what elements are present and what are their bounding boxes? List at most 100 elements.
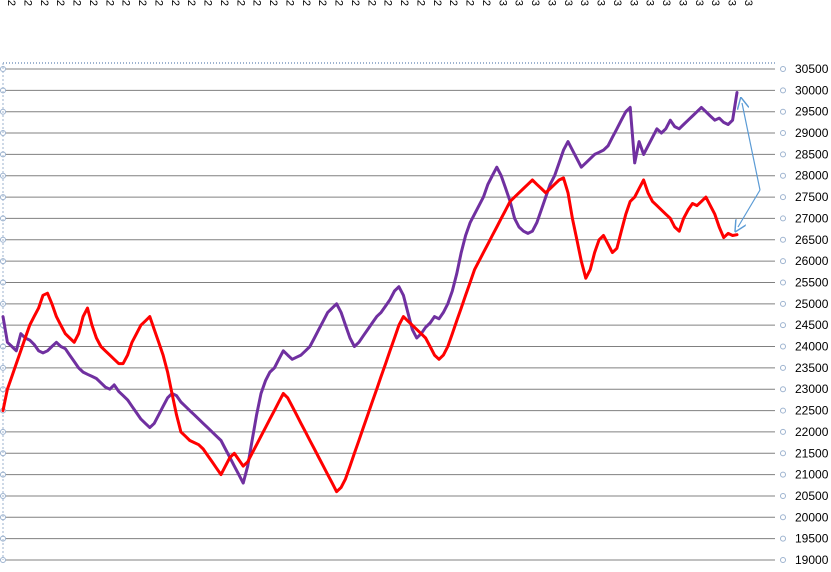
x-tick-label: 13/10/22 [365,0,377,6]
x-tick-label: 8/3/22 [5,0,17,6]
gridline-end-marker [780,471,786,478]
x-axis-labels: 8/3/22 17/3/22 28/3/22 6/4/22 19/4/22 28/4/22… [5,0,754,6]
x-tick-label: 21/12/22 [480,0,492,6]
x-tick-label: 22/11/22 [431,0,443,6]
x-tick-label: 12/5/23 [709,0,721,6]
y-tick-label: 26500 [795,233,829,247]
x-tick-label: 20/2/23 [578,0,590,6]
gridline-end-marker [780,428,786,435]
y-tick-label: 20000 [795,510,829,524]
gridline-end-marker [780,535,786,542]
gridline-end-marker [780,172,786,179]
series-layer [1,91,739,494]
x-tick-label: 20/1/23 [529,0,541,6]
gridline-end-marker [780,108,786,115]
x-tick-label: 6/7/22 [202,0,214,6]
x-tick-label: 5/9/22 [300,0,312,6]
y-tick-label: 25000 [795,297,829,311]
x-tick-label: 26/7/22 [234,0,246,6]
y-tick-label: 26000 [795,254,829,268]
gridlines [0,62,786,563]
gridline-end-marker [780,215,786,222]
x-tick-label: 24/10/22 [382,0,394,6]
annotation-arrow-down [738,189,761,227]
y-tick-label: 24500 [795,318,829,332]
y-tick-label: 30500 [795,62,829,76]
gridline-end-marker [780,557,786,563]
gridline-end-marker [780,236,786,243]
x-tick-label: 11/1/23 [513,0,525,6]
gridline-end-marker [780,300,786,307]
series-line-1 [1,91,739,485]
x-tick-label: 2/1/23 [496,0,508,6]
x-tick-label: 16/8/22 [267,0,279,6]
x-tick-label: 27/5/22 [136,0,148,6]
x-tick-label: 4/8/22 [251,0,263,6]
y-tick-label: 28500 [795,147,829,161]
x-tick-label: 6/4/22 [54,0,66,6]
gridline-end-marker [780,279,786,286]
annotation-arrow-up [742,103,761,191]
y-tick-label: 20500 [795,489,829,503]
y-tick-label: 25500 [795,275,829,289]
y-tick-label: 27000 [795,211,829,225]
x-tick-label: 7/6/22 [152,0,164,6]
gridline-end-marker [780,492,786,499]
x-tick-label: 12/4/23 [660,0,672,6]
x-tick-label: 28/4/22 [87,0,99,6]
y-tick-label: 19500 [795,532,829,546]
gridline-end-marker [780,258,786,265]
x-tick-label: 31/1/23 [545,0,557,6]
y-tick-label: 21500 [795,446,829,460]
x-tick-label: 15/7/22 [218,0,230,6]
x-tick-label: 21/4/23 [676,0,688,6]
x-tick-label: 28/3/22 [38,0,50,6]
series-line-2 [1,176,739,494]
x-tick-label: 17/3/22 [21,0,33,6]
y-tick-label: 22500 [795,404,829,418]
y-tick-label: 23000 [795,382,829,396]
x-tick-label: 19/4/22 [71,0,83,6]
y-tick-label: 19000 [795,553,829,567]
y-axis-labels: 30500 30000 29500 29000 28500 28000 27500 27000… [795,62,829,567]
x-tick-label: 11/11/22 [414,0,426,6]
x-tick-label: 1/12/22 [447,0,459,6]
y-tick-label: 29000 [795,126,829,140]
gridline-end-marker [780,386,786,393]
x-tick-label: 27/6/22 [185,0,197,6]
y-tick-label: 29500 [795,105,829,119]
y-tick-label: 27500 [795,190,829,204]
gridline-end-marker [780,450,786,457]
x-tick-label: 23/9/22 [333,0,345,6]
gridline-end-marker [780,66,786,72]
gridline-end-marker [780,364,786,371]
y-tick-label: 28000 [795,169,829,183]
y-tick-label: 30000 [795,83,829,97]
gridline-end-marker [780,194,786,201]
x-tick-label: 3/5/23 [693,0,705,6]
x-tick-label: 4/10/22 [349,0,361,6]
x-tick-label: 14/9/22 [316,0,328,6]
y-tick-label: 23500 [795,361,829,375]
x-tick-label: 2/11/22 [398,0,410,6]
x-tick-label: 10/3/23 [611,0,623,6]
x-tick-label: 18/5/22 [120,0,132,6]
x-tick-label: 1/6/23 [742,0,754,6]
y-tick-label: 21000 [795,468,829,482]
x-tick-label: 16/6/22 [169,0,181,6]
x-tick-label: 25/8/22 [283,0,295,6]
gridline-end-marker [780,87,786,94]
x-tick-label: 1/3/23 [595,0,607,6]
annotation-arrows [738,103,761,227]
gridline-end-marker [780,343,786,350]
gridline-end-marker [780,322,786,329]
x-tick-label: 9/5/22 [103,0,115,6]
gridline-end-marker [780,407,786,414]
gridline-end-marker [780,130,786,137]
x-tick-label: 9/2/23 [562,0,574,6]
y-tick-label: 22000 [795,425,829,439]
x-tick-label: 23/5/23 [726,0,738,6]
x-tick-label: 21/3/23 [627,0,639,6]
